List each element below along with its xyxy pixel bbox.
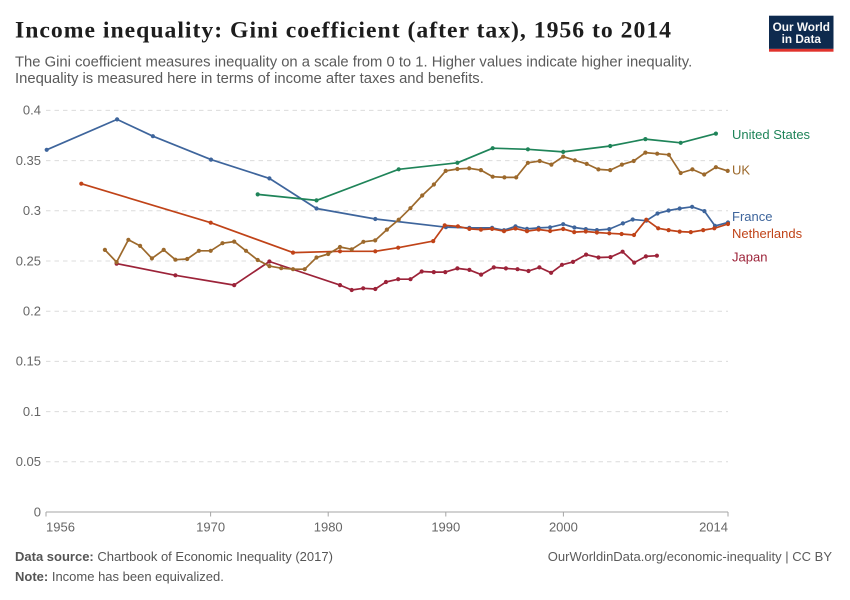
svg-text:The Gini coefficient measures: The Gini coefficient measures inequality… [15, 55, 692, 71]
svg-text:Note: Income has been equivali: Note: Income has been equivalized. [15, 569, 224, 584]
svg-text:Japan: Japan [732, 249, 767, 264]
svg-text:2014: 2014 [699, 520, 728, 535]
svg-text:1970: 1970 [196, 520, 225, 535]
svg-text:0.4: 0.4 [23, 103, 41, 118]
svg-text:OurWorldinData.org/economic-in: OurWorldinData.org/economic-inequality |… [548, 549, 833, 564]
svg-text:France: France [732, 209, 772, 224]
svg-text:0.1: 0.1 [23, 404, 41, 419]
svg-text:1956: 1956 [46, 520, 75, 535]
svg-text:United States: United States [732, 127, 811, 142]
svg-text:0.15: 0.15 [16, 354, 41, 369]
svg-text:0.3: 0.3 [23, 203, 41, 218]
svg-text:Our World: Our World [773, 20, 830, 34]
svg-text:in Data: in Data [782, 32, 822, 46]
svg-text:0: 0 [34, 504, 41, 519]
svg-text:Data source: Chartbook of Econ: Data source: Chartbook of Economic Inequ… [15, 549, 333, 564]
svg-text:Netherlands: Netherlands [732, 226, 803, 241]
svg-text:1990: 1990 [431, 520, 460, 535]
svg-text:UK: UK [732, 163, 750, 178]
svg-text:0.25: 0.25 [16, 253, 41, 268]
svg-text:2000: 2000 [549, 520, 578, 535]
svg-text:Inequality is measured here in: Inequality is measured here in terms of … [15, 71, 484, 87]
svg-text:0.2: 0.2 [23, 304, 41, 319]
svg-text:0.35: 0.35 [16, 153, 41, 168]
svg-text:0.05: 0.05 [16, 454, 41, 469]
svg-text:Income inequality: Gini coeffi: Income inequality: Gini coefficient (aft… [15, 18, 671, 44]
svg-text:1980: 1980 [314, 520, 343, 535]
